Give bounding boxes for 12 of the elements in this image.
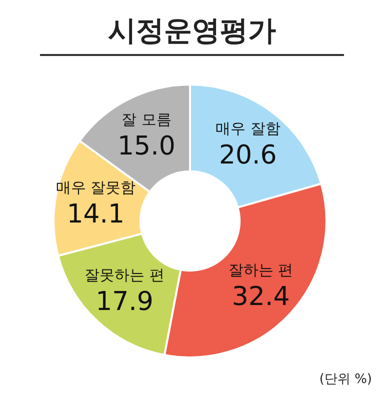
data-label: 17.9	[96, 287, 154, 318]
slice-label: 매우 잘못함	[56, 178, 136, 196]
data-label: 20.6	[218, 140, 277, 170]
chart-title: 시정운영평가	[40, 8, 344, 56]
slice-label: 잘 모름	[122, 110, 172, 128]
text: (단위 %)	[319, 371, 372, 388]
slice-label: 잘못하는 편	[84, 266, 164, 284]
slice-label: 잘하는 편	[228, 260, 294, 279]
data-label: 32.4	[232, 282, 290, 312]
data-label: 14.1	[66, 199, 125, 230]
slice-label: 매우 잘함	[215, 119, 280, 138]
data-label: 15.0	[117, 131, 176, 162]
